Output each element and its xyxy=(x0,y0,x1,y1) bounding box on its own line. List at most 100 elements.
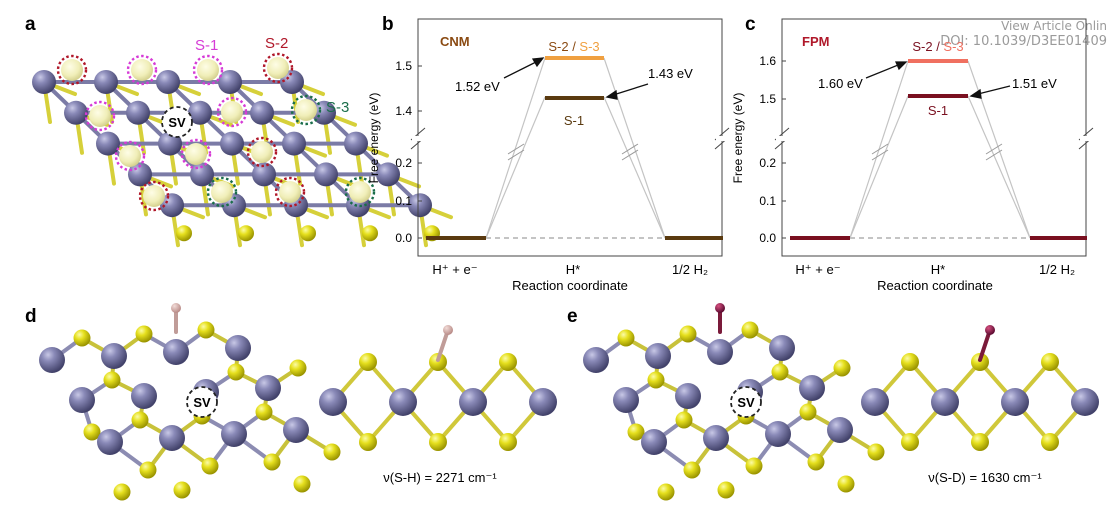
mo-atom xyxy=(344,131,368,156)
y-axis-label: Free energy (eV) xyxy=(731,93,745,184)
view-article-link[interactable]: View Article Onlin xyxy=(1001,19,1107,33)
site-ring xyxy=(246,136,278,168)
surface-s-atom xyxy=(89,105,111,127)
mo-atom xyxy=(769,335,795,361)
y-tick-label: 0.2 xyxy=(759,156,776,170)
s-atom xyxy=(83,423,101,441)
mo-atom xyxy=(250,100,274,125)
mo-atom xyxy=(583,347,609,373)
mo-atom xyxy=(1001,388,1029,416)
panel-b-chart: 1.5 1.4 0.2 0.1 0.0 Free energy (eV) Rea… xyxy=(367,18,732,293)
s-atom xyxy=(799,403,817,421)
caption-e: ν(S-D) = 1630 cm⁻¹ xyxy=(928,470,1042,485)
mo-atom xyxy=(408,193,432,218)
vacancy-ring xyxy=(161,106,193,138)
mo-atom xyxy=(1071,388,1099,416)
s-atom xyxy=(675,411,693,429)
panel-e-structure: SV xyxy=(583,303,885,501)
mo-atom xyxy=(703,425,729,451)
doi-text: DOI: 10.1039/D3EE01409 xyxy=(940,34,1107,49)
mo-atom xyxy=(931,388,959,416)
s-atom xyxy=(1041,433,1059,451)
mo-atom xyxy=(280,70,304,94)
caption-d: ν(S-H) = 2271 cm⁻¹ xyxy=(383,470,497,485)
annotation-arrows xyxy=(503,57,649,100)
mo-atom xyxy=(861,388,889,416)
s-atom xyxy=(173,481,191,499)
mo-atom xyxy=(221,421,247,447)
mo-atom xyxy=(389,388,417,416)
mo-atom xyxy=(283,417,309,443)
panel-d-structure: SV xyxy=(39,303,341,501)
mo-atom xyxy=(529,388,557,416)
y-tick-label: 0.0 xyxy=(395,231,412,245)
panel-letter-a: a xyxy=(25,14,36,35)
s-atom xyxy=(289,359,307,377)
surface-s-atom xyxy=(295,99,317,121)
mo-atom xyxy=(163,339,189,365)
site-ring xyxy=(114,140,146,172)
s-atom xyxy=(255,403,273,421)
mo-atom xyxy=(64,100,88,125)
mo-atom xyxy=(32,70,56,94)
vacancy-ring xyxy=(186,386,218,418)
s-atom xyxy=(238,225,254,242)
s-atom xyxy=(197,321,215,339)
s-atom xyxy=(362,225,378,242)
site-ring xyxy=(290,94,322,126)
article-header: View Article Onlin DOI: 10.1039/D3EE0140… xyxy=(940,18,1107,50)
s-atom xyxy=(657,483,675,501)
s-atom xyxy=(201,457,219,475)
s-atom xyxy=(113,483,131,501)
y-tick-label: 0.1 xyxy=(759,194,776,208)
site-label-s1: S-1 xyxy=(195,37,218,54)
vacancy-label: SV xyxy=(168,115,186,130)
bond xyxy=(978,328,992,362)
surface-s-atom xyxy=(267,57,289,79)
panel-c-chart: 1.6 1.5 0.2 0.1 0.0 Free energy (eV) Rea… xyxy=(731,18,1096,293)
s-atom xyxy=(103,371,121,389)
site-ring xyxy=(192,54,224,86)
site-ring xyxy=(216,96,248,128)
mo-atom xyxy=(252,162,276,187)
mo-atom xyxy=(218,70,242,94)
surface-s-atom xyxy=(197,59,219,81)
surface-s-atom xyxy=(211,181,233,203)
y-axis-label: Free energy (eV) xyxy=(367,93,381,184)
connector-break-marks xyxy=(871,143,1003,161)
s-atom xyxy=(771,363,789,381)
bond xyxy=(436,328,450,362)
s-atom xyxy=(683,461,701,479)
s-atom xyxy=(359,433,377,451)
surface-s-atom xyxy=(131,59,153,81)
mo-atom xyxy=(645,343,671,369)
surface-s-atom xyxy=(143,185,165,207)
s-atom xyxy=(627,423,645,441)
s-atom xyxy=(499,433,517,451)
surface-s-atom xyxy=(279,181,301,203)
mo-atom xyxy=(314,162,338,187)
plot-frame xyxy=(417,18,723,257)
adsorbate-atom xyxy=(985,325,995,335)
surface-s-atom xyxy=(185,143,207,165)
mo-atom xyxy=(376,162,400,187)
level-label-low: S-1 xyxy=(928,103,948,118)
mo-atom xyxy=(641,429,667,455)
s-atom xyxy=(176,225,192,242)
level-label-top: S-2 / S-3 xyxy=(912,39,963,54)
s-atom xyxy=(647,371,665,389)
chart-tag: CNM xyxy=(440,34,470,49)
annotation-left: 1.52 eV xyxy=(455,79,500,94)
site-ring xyxy=(274,176,306,208)
panel-letter-b: b xyxy=(382,14,394,35)
s-atom xyxy=(499,353,517,371)
panel-letter-e: e xyxy=(567,306,578,327)
site-ring xyxy=(206,176,238,208)
mo-atom xyxy=(282,131,306,156)
mo-atom xyxy=(707,339,733,365)
vacancy-label: SV xyxy=(737,395,755,410)
site-ring xyxy=(344,176,376,208)
panel-d-side-view xyxy=(319,325,557,451)
mo-atom xyxy=(159,425,185,451)
site-label-s3: S-3 xyxy=(326,99,349,116)
